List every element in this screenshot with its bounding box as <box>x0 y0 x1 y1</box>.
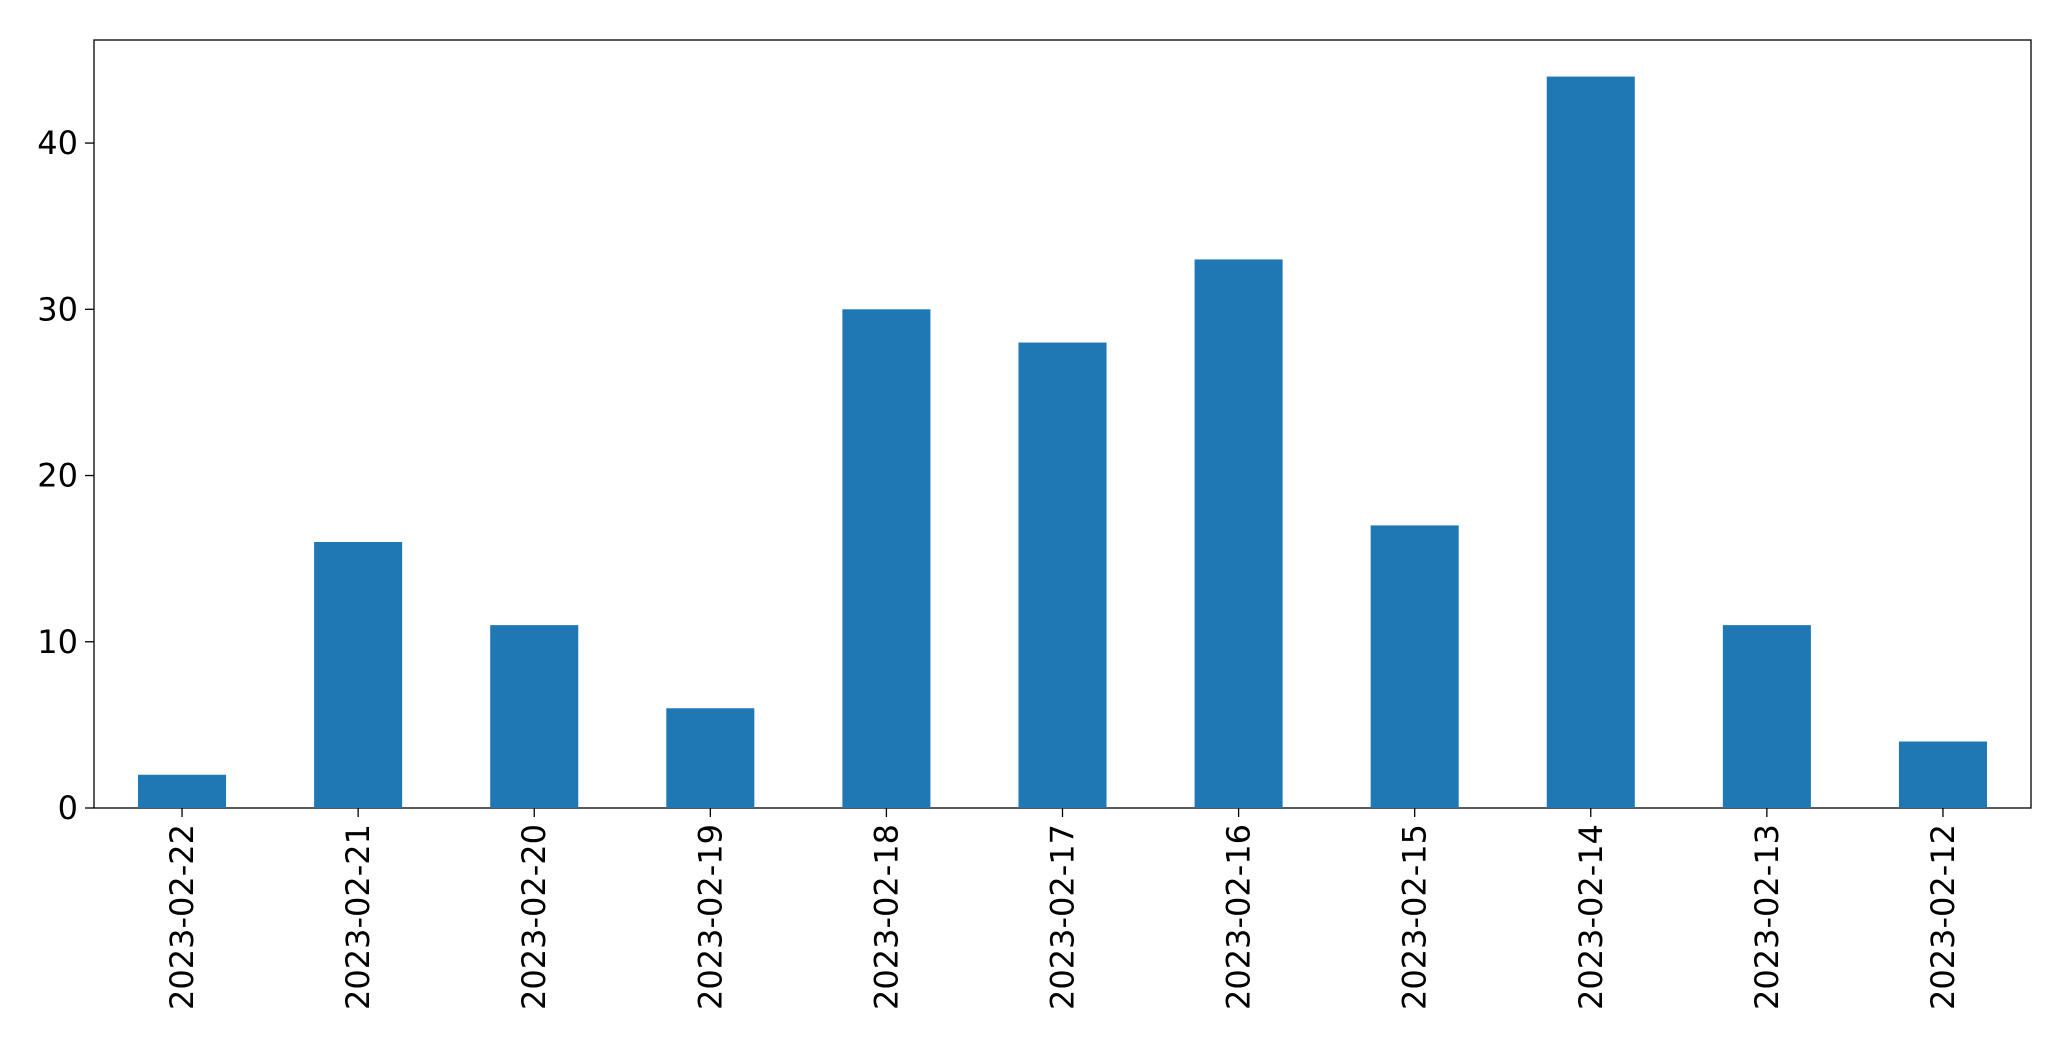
x-tick-label: 2023-02-21 <box>339 824 377 1010</box>
x-tick-label: 2023-02-17 <box>1044 824 1082 1010</box>
bar <box>666 708 755 808</box>
x-tick-label: 2023-02-18 <box>867 824 905 1010</box>
bar <box>138 774 227 808</box>
x-tick-label: 2023-02-14 <box>1572 824 1610 1010</box>
bar <box>1018 342 1107 808</box>
bar <box>314 542 403 808</box>
bar <box>1194 259 1283 808</box>
bar <box>1898 741 1987 808</box>
y-tick-label: 0 <box>58 789 78 827</box>
x-tick-label: 2023-02-16 <box>1220 824 1258 1010</box>
x-tick-label: 2023-02-15 <box>1396 824 1434 1010</box>
y-tick-label: 40 <box>37 124 78 162</box>
y-tick-label: 30 <box>37 290 78 328</box>
y-tick-label: 10 <box>37 623 78 661</box>
bar <box>842 309 931 808</box>
x-tick-label: 2023-02-12 <box>1924 824 1962 1010</box>
x-tick-label: 2023-02-22 <box>163 824 201 1010</box>
x-tick-label: 2023-02-19 <box>691 824 729 1010</box>
x-tick-label: 2023-02-13 <box>1748 824 1786 1010</box>
bar <box>490 625 579 808</box>
bar <box>1370 525 1459 808</box>
y-tick-label: 20 <box>37 457 78 495</box>
bar <box>1546 76 1635 809</box>
bar <box>1722 625 1811 808</box>
x-tick-label: 2023-02-20 <box>515 824 553 1010</box>
